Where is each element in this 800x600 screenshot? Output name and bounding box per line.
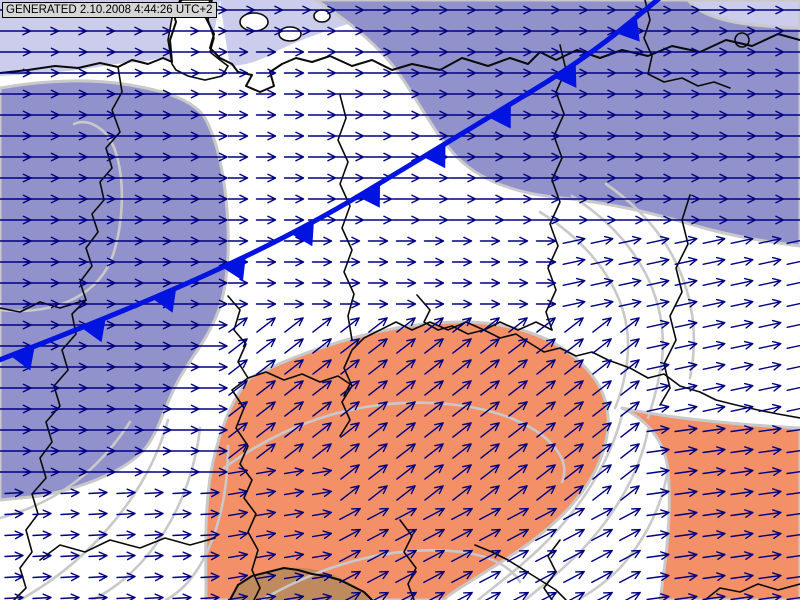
- border-alps: [229, 567, 373, 600]
- danish-island-3: [313, 9, 331, 23]
- cold-front-triangle: [616, 17, 640, 42]
- border-croatia: [704, 583, 800, 600]
- wind-arrows-layer: [0, 5, 800, 600]
- border-hungary-west: [474, 544, 567, 600]
- border-bavaria-north: [247, 371, 351, 397]
- jutland-east-coast: [205, 0, 800, 93]
- border-czech-south: [416, 294, 800, 419]
- border-benelux-spur: [0, 299, 87, 313]
- danish-island-1: [239, 12, 269, 32]
- shaded-region-orange-southeast-lobe: [620, 406, 800, 600]
- border-lake: [734, 32, 750, 48]
- north-coastline: [0, 0, 183, 74]
- cold-front-triangle: [81, 317, 106, 343]
- border-poland-north: [643, 0, 731, 89]
- generated-timestamp-label: GENERATED 2.10.2008 4:44:26 UTC+2: [2, 2, 217, 18]
- cold-front-triangle: [290, 221, 314, 247]
- cold-front-markers: [10, 17, 640, 371]
- border-bavaria-west: [227, 295, 261, 600]
- danish-island-2: [278, 26, 302, 42]
- cold-front-triangle: [222, 256, 246, 281]
- cold-front-triangle: [10, 346, 35, 371]
- border-swiss: [39, 537, 216, 561]
- cold-front-triangle: [152, 288, 177, 313]
- shaded-region-northeast-purple: [314, 0, 800, 248]
- cold-front-triangle: [357, 183, 380, 208]
- cold-front-triangle: [488, 103, 511, 129]
- border-poland-east: [659, 194, 691, 406]
- cold-front-triangle: [554, 63, 577, 88]
- sea-area-west: [0, 0, 220, 76]
- shaded-region-alps-brown: [228, 567, 371, 600]
- cold-front-triangle: [423, 143, 446, 169]
- cold-front-line: [0, 0, 662, 363]
